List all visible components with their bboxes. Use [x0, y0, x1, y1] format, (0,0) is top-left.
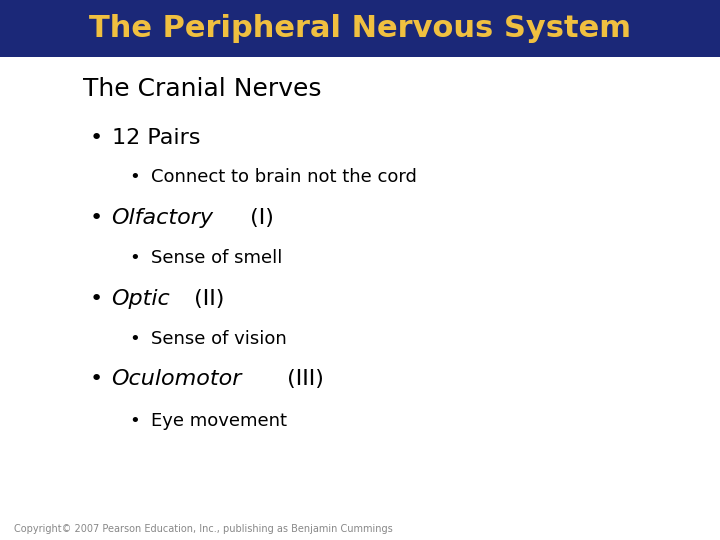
- Text: •: •: [130, 412, 140, 430]
- Text: Connect to brain not the cord: Connect to brain not the cord: [151, 168, 417, 186]
- Text: Olfactory: Olfactory: [112, 208, 214, 228]
- FancyBboxPatch shape: [0, 0, 720, 57]
- Text: •: •: [130, 168, 140, 186]
- Text: Eye movement: Eye movement: [151, 412, 287, 430]
- Text: •: •: [130, 329, 140, 348]
- Text: (I): (I): [243, 208, 274, 228]
- Text: Optic: Optic: [112, 288, 171, 309]
- Text: •: •: [90, 208, 103, 228]
- Text: •: •: [90, 127, 103, 148]
- Text: Sense of smell: Sense of smell: [151, 249, 282, 267]
- Text: (III): (III): [280, 369, 324, 389]
- Text: •: •: [130, 249, 140, 267]
- Text: •: •: [90, 369, 103, 389]
- Text: •: •: [90, 288, 103, 309]
- Text: The Cranial Nerves: The Cranial Nerves: [83, 77, 321, 101]
- Text: 12 Pairs: 12 Pairs: [112, 127, 200, 148]
- Text: Copyright© 2007 Pearson Education, Inc., publishing as Benjamin Cummings: Copyright© 2007 Pearson Education, Inc.,…: [14, 523, 393, 534]
- Text: Oculomotor: Oculomotor: [112, 369, 242, 389]
- Text: Sense of vision: Sense of vision: [151, 329, 287, 348]
- Text: The Peripheral Nervous System: The Peripheral Nervous System: [89, 14, 631, 43]
- Text: (II): (II): [187, 288, 225, 309]
